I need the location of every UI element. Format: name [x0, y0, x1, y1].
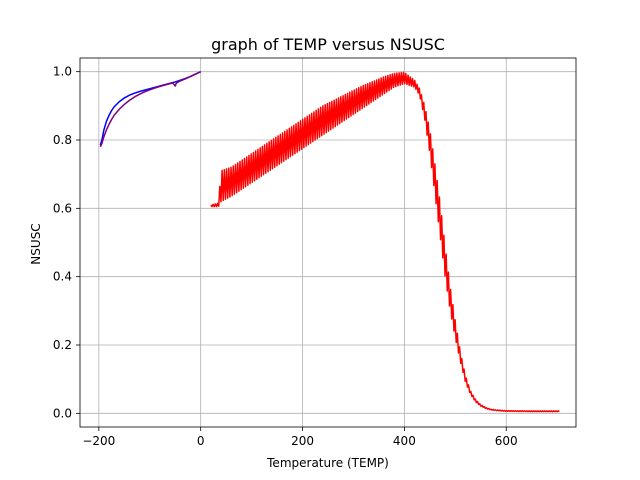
- x-tick-label: 0: [197, 434, 205, 448]
- x-axis-label: Temperature (TEMP): [266, 456, 389, 470]
- series-group: [99, 70, 560, 413]
- chart-title: graph of TEMP versus NSUSC: [211, 35, 445, 54]
- y-tick-label: 0.8: [53, 133, 72, 147]
- series-line-2: [99, 70, 202, 148]
- y-axis-label: NSUSC: [29, 223, 43, 264]
- axes-frame: [79, 57, 577, 428]
- y-axis-ticks: 0.0 0.2 0.4 0.6 0.8 1.0: [53, 65, 80, 420]
- y-tick-label: 0.0: [53, 406, 72, 420]
- x-tick-label: 600: [495, 434, 518, 448]
- y-tick-label: 0.2: [53, 338, 72, 352]
- x-axis-ticks: −200 0 200 400 600: [82, 427, 518, 448]
- series-line-3: [210, 71, 560, 413]
- x-tick-label: 400: [393, 434, 416, 448]
- y-tick-label: 0.4: [53, 270, 72, 284]
- y-tick-label: 0.6: [53, 201, 72, 215]
- x-tick-label: −200: [82, 434, 115, 448]
- x-tick-label: 200: [291, 434, 314, 448]
- y-tick-label: 1.0: [53, 65, 72, 79]
